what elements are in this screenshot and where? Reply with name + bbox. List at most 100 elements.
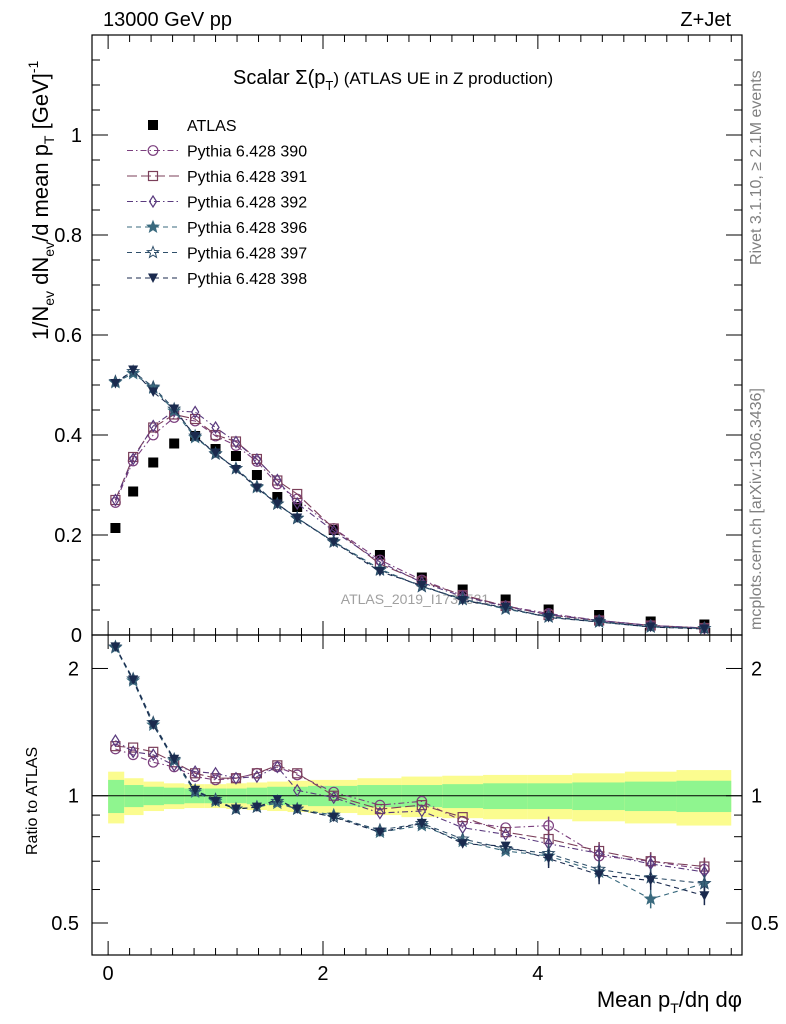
ratio-point [645, 876, 656, 886]
ratio-point [457, 839, 468, 849]
legend: ATLAS Pythia 6.428 390 Pythia 6.428 391 Pyt… [127, 118, 307, 288]
ratio-point [190, 765, 200, 779]
main-plot-panel: ATLAS_2019_I1736531 0 0.2 0.4 0.6 0.8 1 Scala… [25, 34, 743, 955]
ratio-point [272, 794, 283, 805]
legend-label: Pythia 6.428 397 [187, 246, 307, 263]
legend-marker [145, 219, 161, 233]
uncertainty-band-inner [676, 780, 732, 813]
y-tick-label: 0 [71, 625, 82, 647]
analysis-watermark: ATLAS_2019_I1736531 [341, 591, 490, 607]
ratio-point [230, 804, 241, 815]
y-tick-label: 0.6 [54, 325, 82, 347]
data-point [210, 429, 221, 441]
ratio-point [328, 812, 339, 823]
ratio-point [148, 720, 159, 730]
ratio-point [127, 749, 139, 761]
legend-item: Pythia 6.428 397 [127, 245, 307, 263]
legend-item: Pythia 6.428 398 [127, 271, 307, 288]
legend-item: Pythia 6.428 390 [127, 144, 307, 161]
legend-marker [148, 194, 158, 209]
data-point [128, 365, 139, 375]
ratio-point [169, 754, 180, 765]
ratio-point [501, 827, 510, 842]
ratio-point [147, 756, 159, 768]
data-point [148, 387, 159, 397]
data-point [328, 525, 339, 535]
data-point [374, 567, 385, 577]
legend-label: ATLAS [187, 118, 237, 135]
data-point [457, 596, 468, 606]
data-point [699, 624, 710, 634]
legend-label: Pythia 6.428 392 [187, 195, 307, 212]
main-y-axis-label: 1/Nev dNev/d mean pT [GeV]-1 [25, 60, 57, 340]
data-point [272, 499, 283, 509]
data-point [328, 523, 339, 534]
ratio-point [149, 748, 158, 762]
legend-item: Pythia 6.428 396 [127, 219, 307, 237]
legend-item: Pythia 6.428 391 [127, 169, 307, 186]
legend-label: Pythia 6.428 398 [187, 271, 307, 288]
legend-item: Pythia 6.428 392 [127, 195, 307, 212]
data-point [210, 448, 221, 458]
data-point [252, 452, 262, 467]
ratio-y-axis-label: Ratio to ATLAS [24, 747, 41, 855]
data-point [500, 603, 511, 613]
data-point [169, 438, 180, 449]
ratio-point [110, 642, 121, 652]
ratio-point [231, 771, 241, 785]
ratio-point [251, 768, 263, 779]
data-point [416, 581, 427, 591]
ratio-point [190, 785, 201, 796]
legend-label: Pythia 6.428 391 [187, 169, 307, 186]
ratio-y-tick-label: 0.5 [51, 913, 79, 935]
ratio-point [374, 803, 386, 815]
ratio-point [128, 742, 139, 753]
data-point [457, 584, 468, 595]
data-point [128, 486, 139, 497]
data-point [190, 413, 201, 425]
data-point [500, 594, 511, 605]
data-point [211, 420, 220, 435]
y-tick-label: 0.8 [54, 225, 82, 247]
ratio-y-tick-label: 1 [68, 786, 79, 808]
ratio-point [251, 802, 262, 813]
ratio-y-tick-label: 2 [68, 658, 79, 680]
legend-marker [145, 245, 161, 259]
ratio-point [500, 841, 511, 852]
data-point [230, 451, 241, 461]
ratio-point [697, 876, 712, 890]
ratio-point [111, 734, 120, 748]
y-tick-label: 0.2 [54, 525, 82, 547]
ratio-point [416, 800, 427, 811]
mcplots-source-label: mcplots.cern.ch [arXiv:1306.3436] [748, 388, 765, 630]
data-point [292, 513, 303, 523]
data-point [111, 493, 120, 507]
x-tick-label: 0 [103, 963, 114, 985]
ratio-point [699, 891, 710, 901]
data-point [190, 405, 200, 419]
legend-label: Pythia 6.428 396 [187, 220, 307, 237]
data-point [110, 523, 121, 533]
ratio-point [292, 804, 303, 815]
x-tick-label: 4 [532, 963, 543, 985]
ratio-y-tick-label-right: 0.5 [751, 913, 779, 935]
ratio-point [211, 766, 220, 780]
ratio-point [498, 841, 513, 855]
uncertainty-band-inner [572, 782, 625, 811]
ratio-point [375, 806, 385, 820]
data-point [251, 483, 262, 493]
ratio-line [115, 748, 705, 870]
data-point [645, 622, 656, 632]
data-point [543, 613, 554, 623]
uncertainty-band-inner [624, 781, 677, 812]
data-point [110, 379, 121, 389]
ratio-point [500, 827, 511, 838]
ratio-point [210, 796, 221, 807]
ratio-point [210, 773, 221, 784]
ratio-point [643, 891, 658, 905]
legend-marker [147, 170, 159, 182]
ratio-y-tick-label-right: 2 [751, 658, 762, 680]
legend-marker [148, 120, 158, 130]
y-tick-label: 1 [71, 125, 82, 147]
